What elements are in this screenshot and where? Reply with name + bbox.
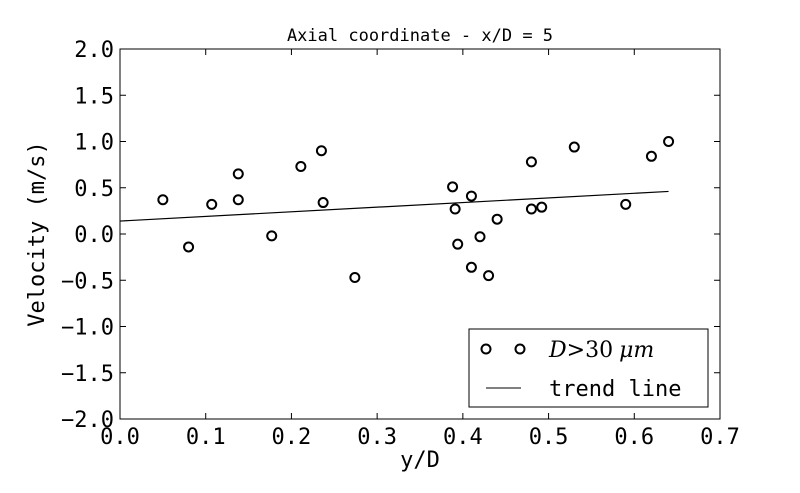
x-axis-ticks: 0.0 0.1 0.2 0.3 0.4 0.5 0.6 0.7 <box>100 49 740 450</box>
legend-scatter-label-prefix: D <box>548 338 567 363</box>
x-tick-label: 0.4 <box>443 425 483 450</box>
trend-line <box>119 190 669 222</box>
scatter-points-layer <box>157 136 675 283</box>
legend-scatter-label: D>30 μm <box>548 338 654 363</box>
scatter-point <box>266 230 278 242</box>
scatter-point <box>232 168 244 180</box>
scatter-point <box>474 231 486 243</box>
scatter-point <box>568 141 580 153</box>
scatter-point <box>620 198 632 210</box>
scatter-point <box>663 136 675 147</box>
y-tick-label: −2.0 <box>61 408 114 433</box>
scatter-point <box>491 213 503 225</box>
legend-scatter-marker <box>514 343 526 355</box>
y-tick-label: −1.5 <box>61 362 114 387</box>
y-tick-label: 0.5 <box>74 177 114 202</box>
x-tick-label: 0.3 <box>357 425 397 450</box>
scatter-point <box>183 241 195 253</box>
y-axis-label: Velocity (m/s) <box>25 141 50 326</box>
legend-scatter-label-op: >30 <box>567 338 613 363</box>
x-tick-label: 0.6 <box>614 425 654 450</box>
y-tick-label: 1.0 <box>74 131 114 156</box>
scatter-point <box>465 190 477 202</box>
legend-scatter-label-unit: μm <box>619 338 654 363</box>
scatter-point <box>232 194 244 206</box>
legend-scatter-marker <box>480 343 492 355</box>
legend-box <box>468 328 709 408</box>
scatter-point <box>452 238 464 250</box>
scatter-point <box>315 145 327 157</box>
scatter-point <box>536 201 548 213</box>
scatter-point <box>295 160 307 172</box>
y-tick-label: 2.0 <box>74 38 114 63</box>
plot-frame <box>119 48 721 420</box>
scatter-point <box>206 198 218 210</box>
scatter-point <box>349 271 361 283</box>
y-tick-label: 1.5 <box>74 84 114 109</box>
scatter-point <box>157 194 169 206</box>
scatter-point <box>317 197 329 209</box>
x-tick-label: 0.7 <box>700 425 740 450</box>
scatter-point <box>525 203 537 215</box>
x-tick-label: 0.5 <box>529 425 569 450</box>
scatter-point <box>465 261 477 273</box>
x-tick-label: 0.1 <box>186 425 226 450</box>
chart-title: Axial coordinate - x/D = 5 <box>287 26 553 46</box>
scatter-point <box>525 156 537 168</box>
legend-trend-label: trend line <box>549 377 681 402</box>
scatter-point <box>449 203 461 215</box>
y-tick-label: 0.0 <box>74 223 114 248</box>
x-tick-label: 0.2 <box>272 425 312 450</box>
scatter-point <box>483 270 495 282</box>
y-tick-label: −0.5 <box>61 269 114 294</box>
legend: D>30 μm trend line <box>468 328 709 408</box>
x-axis-label: y/D <box>400 448 440 473</box>
scatter-point <box>645 150 657 162</box>
x-tick-label: 0.0 <box>100 425 140 450</box>
scatter-point <box>447 181 459 193</box>
trend-line-layer <box>119 190 669 222</box>
y-axis-ticks: 2.0 1.5 1.0 0.5 0.0 −0.5 −1.0 −1.5 −2.0 <box>61 38 720 433</box>
y-tick-label: −1.0 <box>61 316 114 341</box>
